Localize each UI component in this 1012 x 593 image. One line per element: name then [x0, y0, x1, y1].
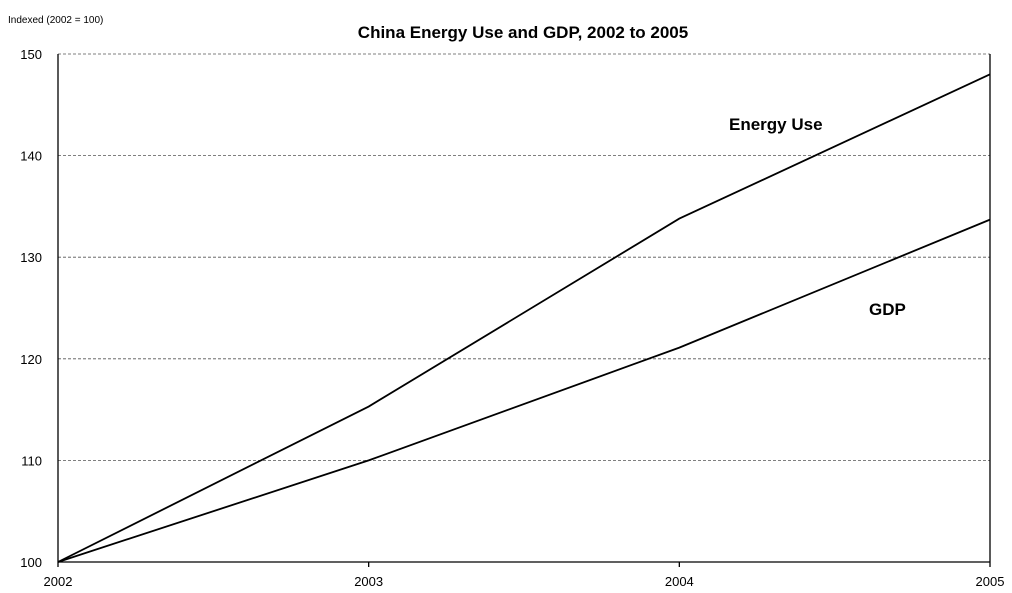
y-tick-label: 120	[20, 352, 42, 367]
tick-labels: 100 110 120 130 140 150 2002 2003 2004 2005	[20, 47, 1004, 589]
x-tick-label: 2002	[44, 574, 73, 589]
series-line-1	[57, 218, 991, 563]
x-tick-label: 2005	[976, 574, 1005, 589]
y-tick-label: 150	[20, 47, 42, 62]
series-label-gdp: GDP	[869, 300, 906, 319]
y-tick-label: 130	[20, 250, 42, 265]
series-label-energy-use: Energy Use	[729, 115, 823, 134]
series-line-0	[57, 73, 991, 563]
y-tick-label: 140	[20, 149, 42, 164]
y-tick-label: 100	[20, 555, 42, 570]
chart-title: China Energy Use and GDP, 2002 to 2005	[358, 23, 688, 42]
x-tick-label: 2004	[665, 574, 694, 589]
gridlines	[58, 53, 990, 461]
axes	[57, 54, 991, 567]
y-tick-label: 110	[21, 453, 42, 468]
series-lines	[57, 73, 991, 563]
units-label: Indexed (2002 = 100)	[8, 15, 103, 26]
x-tick-label: 2003	[354, 574, 383, 589]
